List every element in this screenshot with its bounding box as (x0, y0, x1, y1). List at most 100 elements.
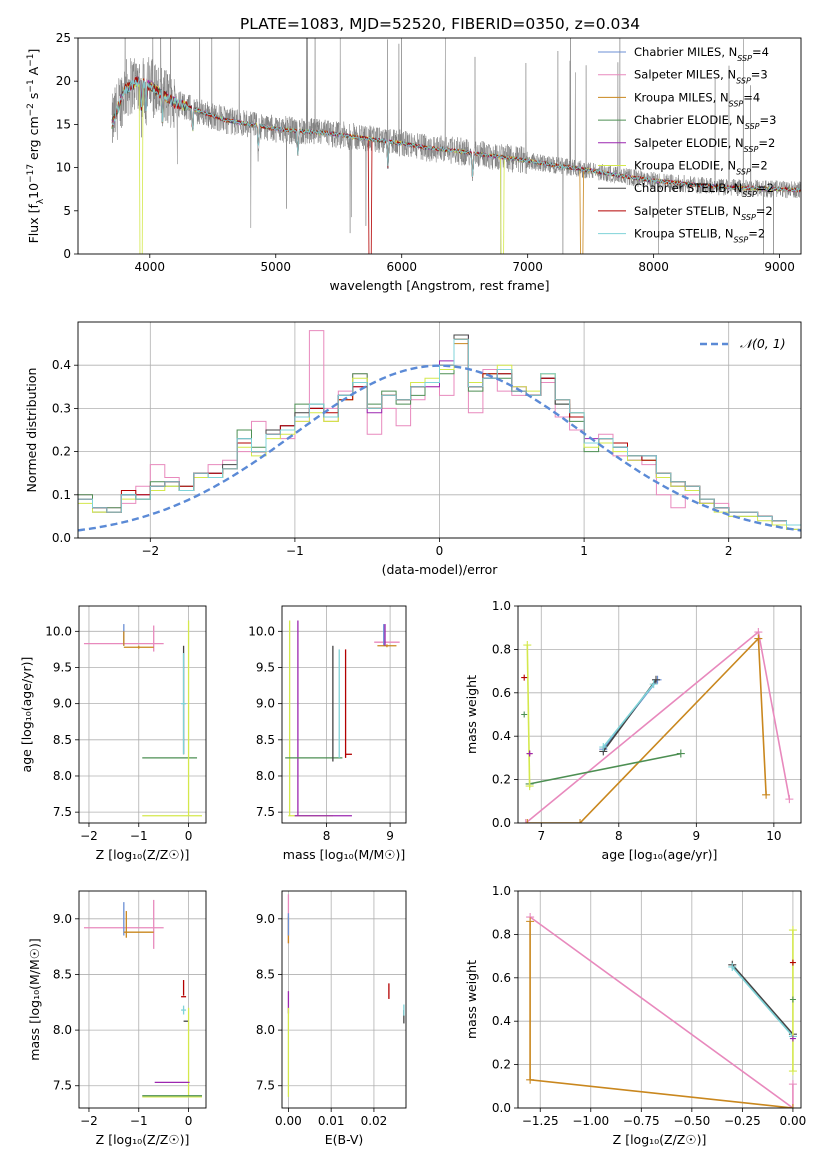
x-tick-label: −1 (130, 829, 148, 843)
x-tick-label: 4000 (135, 260, 166, 274)
legend-entry: Chabrier MILES, NSSP=4 (634, 45, 769, 63)
y-tick-label: 0 (63, 247, 71, 261)
y-tick-label: 9.0 (53, 697, 72, 711)
massweight_vs_Z-ylabel: mass weight (464, 960, 479, 1039)
mass-weight-line (602, 683, 655, 748)
x-tick-label: 0 (185, 829, 193, 843)
legend-text: Chabrier MILES, N (634, 45, 737, 59)
ylabel-part: 10 (26, 183, 41, 199)
y-tick-label: 0.3 (52, 401, 71, 415)
massweight_vs_Z-xlabel: Z [log₁₀(Z/Z☉)] (613, 1132, 707, 1147)
y-tick-label: 0.0 (492, 1101, 511, 1115)
legend-entry: Salpeter ELODIE, NSSP=2 (634, 136, 775, 154)
massweight_vs_age-axes-group: 7 8 9 10 0.0 0.2 0.4 0.6 0.8 1.0 age [log₁₀(age/yr… (464, 599, 802, 862)
y-tick-label: 15 (56, 117, 71, 131)
x-tick-label: 8000 (638, 260, 669, 274)
x-tick-label: −0.50 (673, 1114, 710, 1128)
x-tick-label: 0.02 (361, 1114, 388, 1128)
y-tick-label: 9.0 (256, 697, 275, 711)
y-tick-label: 0.4 (492, 729, 511, 743)
massweight_vs_Z-plot-area (526, 913, 797, 1108)
ylabel-part: −1 (26, 79, 36, 92)
legend-text: Salpeter ELODIE, N (634, 136, 744, 150)
mass_vs_ebv-axes-group: 0.00 0.01 0.02 7.5 8.0 8.5 9.0 E(B-V) (256, 890, 407, 1147)
x-tick-label: −0.25 (724, 1114, 761, 1128)
x-tick-label: 8 (615, 829, 623, 843)
legend-text: Salpeter MILES, N (634, 68, 736, 82)
mass_vs_ebv-xlabel: E(B-V) (325, 1132, 364, 1147)
plus-marker (754, 634, 763, 643)
mass-weight-line (731, 966, 794, 1037)
plus-marker (788, 1104, 797, 1108)
ylabel-part: ] (26, 49, 41, 54)
y-tick-label: 0.4 (492, 1014, 511, 1028)
plus-marker (526, 750, 533, 757)
y-tick-label: 0.2 (52, 445, 71, 459)
legend-subscript: SSP (736, 167, 751, 176)
legend-subscript: SSP (745, 122, 760, 131)
y-tick-label: 10 (56, 161, 71, 175)
plus-marker (785, 795, 794, 804)
residuals-ylabel: Normed distribution (24, 368, 39, 493)
plus-marker (576, 819, 585, 823)
legend-entry: Kroupa ELODIE, NSSP=2 (634, 159, 768, 177)
legend-entry: Kroupa MILES, NSSP=4 (634, 90, 760, 108)
spectrum-ylabel: Flux [fλ10−17 erg cm−2 s−1 A−1] (26, 49, 46, 244)
x-tick-label: 9000 (764, 260, 795, 274)
x-tick-label: −1.25 (522, 1114, 559, 1128)
plus-marker (789, 959, 796, 966)
plus-marker (523, 819, 532, 823)
plus-marker (599, 743, 608, 752)
massweight_vs_Z-axes-group: −1.25 −1.00 −0.75 −0.50 −0.25 0.00 0.0 0.2 0.4 0.… (464, 884, 806, 1147)
ylabel-part: −17 (26, 164, 36, 183)
mass_vs_Z-frame (78, 890, 207, 1109)
observed-spectrum-line (111, 38, 801, 254)
plus-marker (521, 674, 528, 681)
mass_vs_Z-ylabel: mass [log₁₀(M/M☉)] (27, 938, 42, 1060)
x-tick-label: 6000 (386, 260, 417, 274)
y-tick-label: 8.0 (256, 769, 275, 783)
legend-n-value: =2 (751, 159, 768, 173)
y-tick-label: 0.0 (492, 816, 511, 830)
y-tick-label: 8.5 (256, 967, 275, 981)
plus-marker (521, 711, 528, 718)
x-tick-label: 10 (766, 829, 781, 843)
histogram-series (78, 338, 801, 538)
x-tick-label: 0.00 (275, 1114, 302, 1128)
y-tick-label: 0.0 (52, 531, 71, 545)
age_vs_mass-axes-group: 8 9 7.5 8.0 8.5 9.0 9.5 10.0 mass [log₁₀(M/M☉)] (248, 605, 407, 862)
age_vs_Z-frame (78, 605, 207, 824)
y-tick-label: 8.0 (256, 1023, 275, 1037)
legend-n-value: =4 (752, 45, 769, 59)
legend-subscript: SSP (744, 144, 759, 153)
y-tick-label: 25 (56, 31, 71, 45)
y-tick-label: 1.0 (492, 599, 511, 613)
mass_vs_Z-xlabel: Z [log₁₀(Z/Z☉)] (96, 1132, 190, 1147)
legend-n-value: =2 (756, 204, 773, 218)
legend-subscript: SSP (741, 212, 756, 221)
x-tick-label: 0 (436, 544, 444, 558)
x-tick-label: −0.75 (623, 1114, 660, 1128)
plus-marker (676, 749, 685, 758)
legend-text: Chabrier ELODIE, N (634, 113, 745, 127)
mass-weight-line (526, 645, 531, 787)
x-tick-label: −2 (80, 1114, 98, 1128)
mass-weight-line (527, 636, 767, 823)
y-tick-label: 8.0 (53, 769, 72, 783)
x-tick-label: −1 (286, 544, 304, 558)
ylabel-part: −1 (26, 54, 36, 67)
y-tick-label: 0.2 (492, 1058, 511, 1072)
y-tick-label: 0.1 (52, 488, 71, 502)
plus-marker (521, 819, 530, 823)
y-tick-label: 0.8 (492, 642, 511, 656)
ylabel-part: A (26, 66, 41, 79)
mass_vs_Z-axes-group: −2 −1 0 7.5 8.0 8.5 9.0 Z [log₁₀(Z/Z☉)] mass [lo… (27, 890, 207, 1147)
spectrum-xlabel: wavelength [Angstrom, rest frame] (329, 278, 549, 293)
y-tick-label: 9.0 (256, 912, 275, 926)
legend-subscript: SSP (734, 235, 749, 244)
y-tick-label: 7.5 (53, 1079, 72, 1093)
age_vs_mass-xlabel: mass [log₁₀(M/M☉)] (283, 847, 405, 862)
y-tick-label: 9.5 (256, 660, 275, 674)
legend-text: Kroupa MILES, N (634, 90, 729, 104)
legend-subscript: SSP (737, 54, 752, 63)
